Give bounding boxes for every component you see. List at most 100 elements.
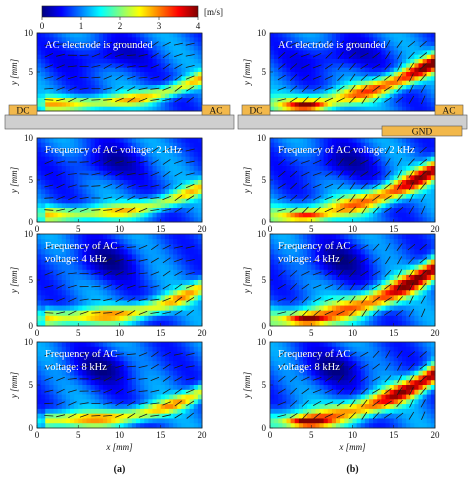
x-tick-label: 10 bbox=[348, 430, 358, 440]
colorbar-tick: 0 bbox=[40, 21, 45, 31]
velocity-vectors bbox=[277, 350, 428, 420]
column-caption: (a) bbox=[114, 464, 126, 475]
flow-panel: Frequency of AC voltage: 2 kHz 0 5 10 y [mm]… bbox=[9, 133, 207, 234]
x-tick-label: 0 bbox=[35, 328, 40, 338]
x-tick-label: 15 bbox=[156, 430, 166, 440]
velocity-field bbox=[270, 33, 436, 112]
x-tick-label: 10 bbox=[348, 224, 358, 234]
y-axis-label: y [mm] bbox=[9, 58, 19, 86]
y-tick-label: 0 bbox=[29, 423, 34, 433]
panel-annotation: voltage: 8 kHz bbox=[45, 362, 107, 373]
colorbar-tick: 3 bbox=[157, 21, 162, 31]
ac-electrode-label: AC bbox=[209, 107, 222, 117]
x-tick-label: 5 bbox=[76, 430, 81, 440]
ac-electrode bbox=[201, 104, 231, 116]
colorbar-tick: 2 bbox=[118, 21, 123, 31]
flow-panel: Frequency of AC voltage: 2 kHz 0 5 10 y [mm]… bbox=[242, 133, 440, 234]
x-tick-label: 15 bbox=[389, 328, 399, 338]
x-axis-label: x [mm] bbox=[105, 442, 133, 452]
y-axis-label: y [mm] bbox=[242, 166, 252, 194]
panel-annotation: Frequency of AC voltage: 2 kHz bbox=[45, 145, 182, 156]
x-tick-label: 20 bbox=[431, 328, 441, 338]
velocity-field bbox=[270, 342, 436, 429]
x-tick-label: 5 bbox=[76, 224, 81, 234]
gnd-electrode bbox=[381, 125, 463, 137]
colorbar-unit: [m/s] bbox=[204, 7, 223, 17]
x-tick-label: 15 bbox=[156, 328, 166, 338]
y-tick-label: 5 bbox=[262, 67, 267, 77]
y-tick-label: 5 bbox=[262, 175, 267, 185]
y-axis-label: y [mm] bbox=[242, 371, 252, 399]
flow-panel: Frequency of AC voltage: 4 kHz 0 5 10 y [mm] 0… bbox=[9, 229, 207, 338]
velocity-field bbox=[270, 138, 436, 223]
dc-electrode bbox=[8, 104, 38, 116]
panel-annotation: Frequency of AC voltage: 2 kHz bbox=[278, 145, 415, 156]
x-tick-label: 0 bbox=[35, 430, 40, 440]
y-axis-label: y [mm] bbox=[9, 371, 19, 399]
x-axis-label: x [mm] bbox=[338, 442, 366, 452]
y-axis-label: y [mm] bbox=[242, 266, 252, 294]
flow-panel: Frequency of AC voltage: 8 kHz 0 5 10 y [mm] 0… bbox=[242, 337, 440, 452]
x-tick-label: 20 bbox=[198, 224, 208, 234]
panel-annotation: Frequency of AC bbox=[278, 241, 350, 252]
y-tick-label: 10 bbox=[257, 229, 267, 239]
ac-electrode-label: AC bbox=[442, 107, 455, 117]
y-tick-label: 0 bbox=[29, 217, 34, 227]
y-tick-label: 10 bbox=[24, 229, 34, 239]
velocity-vectors bbox=[44, 41, 195, 103]
y-tick-label: 5 bbox=[262, 275, 267, 285]
velocity-vectors bbox=[277, 243, 428, 318]
dc-electrode-label: DC bbox=[249, 107, 262, 117]
dielectric-substrate bbox=[237, 114, 468, 130]
x-tick-label: 10 bbox=[348, 328, 358, 338]
velocity-field bbox=[37, 342, 203, 429]
x-tick-label: 20 bbox=[431, 430, 441, 440]
panel-annotation: voltage: 4 kHz bbox=[45, 254, 107, 265]
velocity-vectors bbox=[277, 145, 428, 215]
panel-annotation: Frequency of AC bbox=[278, 349, 350, 360]
x-tick-label: 20 bbox=[198, 430, 208, 440]
y-tick-label: 10 bbox=[257, 28, 267, 38]
x-tick-label: 0 bbox=[268, 328, 273, 338]
y-axis-label: y [mm] bbox=[9, 266, 19, 294]
panel-annotation: Frequency of AC bbox=[45, 349, 117, 360]
x-tick-label: 5 bbox=[76, 328, 81, 338]
colorbar-gradient bbox=[41, 5, 199, 18]
panel-annotation: voltage: 8 kHz bbox=[278, 362, 340, 373]
velocity-vectors bbox=[44, 351, 195, 419]
electrode-setup: DC AC bbox=[4, 104, 235, 130]
panel-annotation: AC electrode is grounded bbox=[278, 40, 386, 51]
x-tick-label: 5 bbox=[309, 430, 314, 440]
velocity-vectors bbox=[44, 147, 195, 214]
y-tick-label: 5 bbox=[29, 175, 34, 185]
colorbar-tick: 1 bbox=[79, 21, 84, 31]
y-tick-label: 5 bbox=[29, 275, 34, 285]
y-tick-label: 5 bbox=[29, 380, 34, 390]
x-tick-label: 15 bbox=[389, 430, 399, 440]
y-tick-label: 5 bbox=[262, 380, 267, 390]
velocity-vectors bbox=[277, 40, 428, 105]
dc-electrode bbox=[241, 104, 271, 116]
x-tick-label: 10 bbox=[115, 224, 125, 234]
y-tick-label: 0 bbox=[262, 321, 267, 331]
x-tick-label: 15 bbox=[389, 224, 399, 234]
x-tick-label: 15 bbox=[156, 224, 166, 234]
x-tick-label: 0 bbox=[35, 224, 40, 234]
panel-annotation: Frequency of AC bbox=[45, 241, 117, 252]
y-tick-label: 0 bbox=[262, 423, 267, 433]
dielectric-substrate bbox=[4, 114, 235, 130]
x-tick-label: 0 bbox=[268, 224, 273, 234]
x-tick-label: 10 bbox=[115, 328, 125, 338]
velocity-vectors bbox=[44, 244, 195, 316]
y-axis-label: y [mm] bbox=[9, 166, 19, 194]
gnd-electrode-label: GND bbox=[412, 128, 433, 138]
flow-panel: Frequency of AC voltage: 4 kHz 0 5 10 y [mm] 0… bbox=[242, 229, 440, 338]
x-tick-label: 10 bbox=[115, 430, 125, 440]
x-tick-label: 5 bbox=[309, 328, 314, 338]
flow-panel: AC electrode is grounded0510y [mm]DCACGN… bbox=[237, 28, 468, 138]
panel-annotation: voltage: 4 kHz bbox=[278, 254, 340, 265]
colorbar-tick: 4 bbox=[196, 21, 201, 31]
y-tick-label: 0 bbox=[29, 321, 34, 331]
